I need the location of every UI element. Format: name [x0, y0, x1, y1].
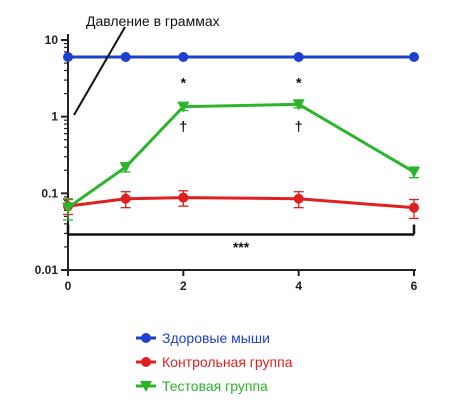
legend-item: Тестовая группа	[136, 378, 268, 394]
axes: 0.01 0.1 1 10 0 2 4 6	[35, 33, 418, 293]
data-point	[292, 99, 305, 111]
y-tick-label: 0.1	[41, 186, 58, 200]
annotation: †	[295, 118, 303, 134]
y-tick-label: 1	[51, 110, 58, 124]
y-tick-label: 10	[45, 33, 59, 47]
x-tick-label: 2	[180, 279, 187, 293]
series-line	[67, 102, 415, 209]
series-1	[63, 52, 419, 63]
data-point	[120, 193, 131, 204]
data-point	[293, 193, 304, 204]
legend-label: Тестовая группа	[162, 378, 268, 394]
data-point	[177, 101, 190, 113]
x-tick-label: 4	[295, 279, 302, 293]
y-axis-label-leader	[73, 26, 126, 116]
y-axis-label: Давление в граммах	[86, 13, 220, 29]
significance-bracket	[66, 224, 416, 236]
series-line	[67, 196, 415, 210]
data-point	[63, 52, 73, 63]
legend-label: Контрольная группа	[162, 354, 293, 370]
legend-item: Контрольная группа	[136, 354, 293, 370]
data-point	[409, 202, 419, 213]
annotation: *	[296, 74, 302, 90]
data-point	[120, 52, 131, 63]
data-point	[409, 52, 419, 63]
x-tick-label: 6	[411, 279, 418, 293]
series-2	[63, 190, 419, 220]
annotation: *	[181, 74, 187, 90]
data-point	[178, 192, 189, 203]
legend: Здоровые мыши Контрольная группа Тестовая …	[136, 330, 293, 394]
annotation: †	[179, 118, 187, 134]
data-point	[178, 52, 189, 63]
series-3	[62, 99, 420, 221]
annotation: ***	[233, 239, 250, 255]
legend-marker	[140, 381, 152, 392]
annotations: * † * † ***	[179, 74, 302, 255]
data-point	[408, 166, 420, 178]
series-layer	[62, 52, 420, 221]
data-point	[119, 162, 132, 174]
legend-item: Здоровые мыши	[136, 330, 270, 346]
data-point	[62, 202, 74, 214]
legend-label: Здоровые мыши	[162, 330, 270, 346]
x-tick-label: 0	[65, 279, 72, 293]
legend-marker	[141, 333, 151, 343]
y-tick-label: 0.01	[35, 263, 59, 277]
legend-marker	[141, 357, 151, 367]
data-point	[293, 52, 304, 63]
